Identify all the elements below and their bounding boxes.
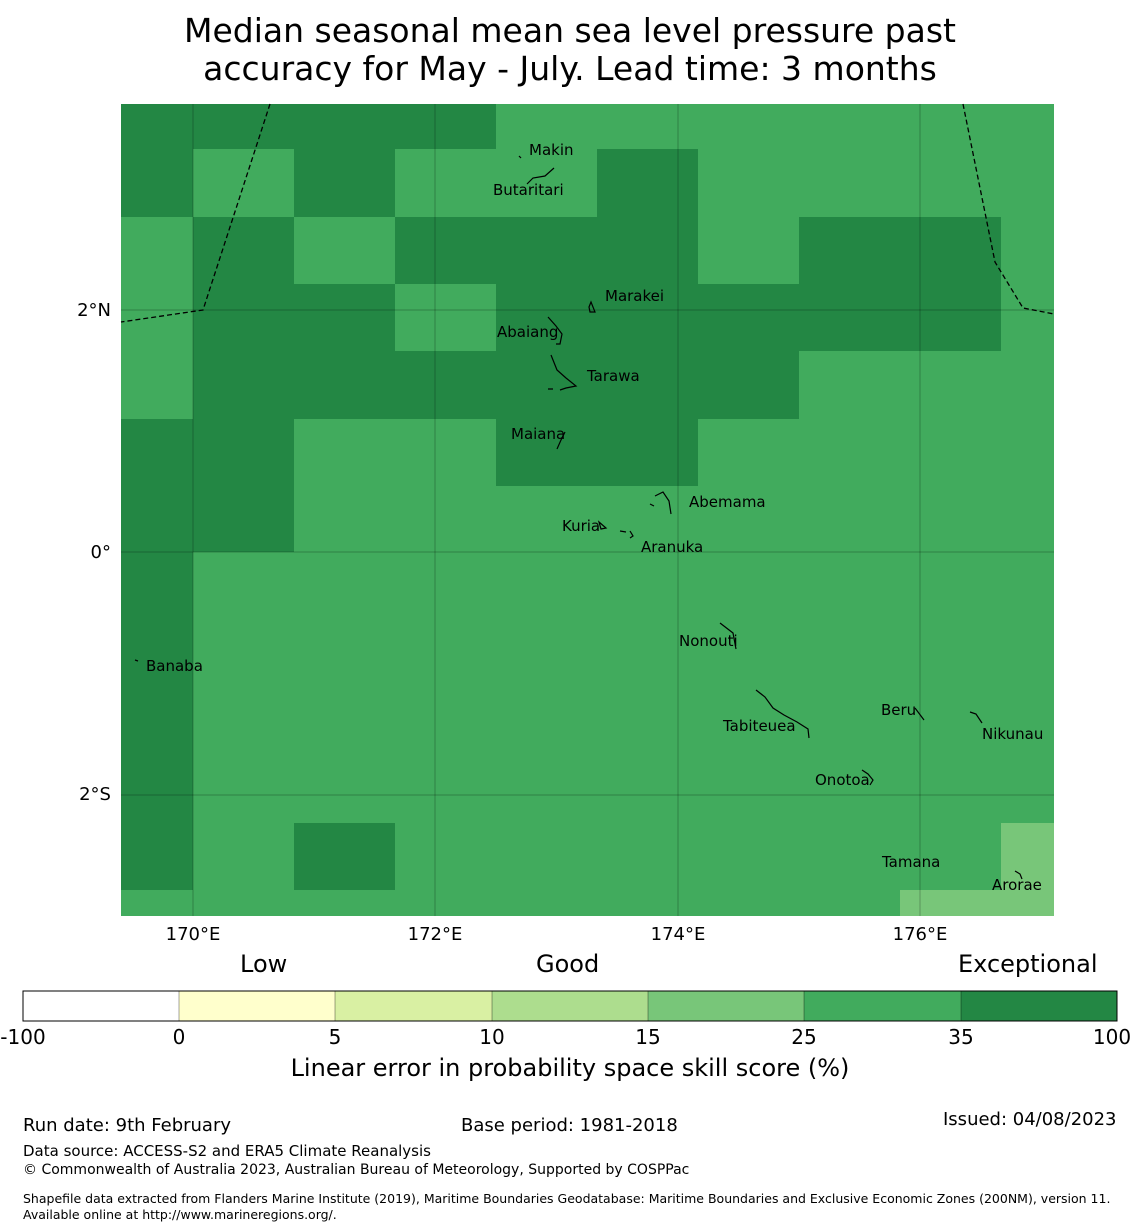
place-label: Maiana xyxy=(511,425,565,443)
colorbar-segment xyxy=(492,991,648,1021)
graticule xyxy=(121,104,1054,916)
place-label: Marakei xyxy=(605,287,664,305)
colorbar-segment xyxy=(179,991,335,1021)
base-period: Base period: 1981-2018 xyxy=(461,1115,678,1136)
grid-cell-dark xyxy=(395,217,698,284)
lon-label: 172°E xyxy=(408,924,463,945)
colorbar-segment xyxy=(23,991,179,1021)
colorbar-segment xyxy=(961,991,1117,1021)
place-label: Tarawa xyxy=(586,367,640,385)
axis-labels: 170°E 172°E 174°E 176°E 2°N 0° 2°S xyxy=(77,300,947,945)
colorbar-tick: 15 xyxy=(635,1025,661,1049)
issued-date: Issued: 04/08/2023 xyxy=(943,1109,1117,1130)
skill-grid xyxy=(121,104,1054,916)
legend-category-good: Good xyxy=(536,950,600,978)
colorbar-segment xyxy=(335,991,492,1021)
copyright: © Commonwealth of Australia 2023, Austra… xyxy=(23,1162,690,1178)
place-label: Kuria xyxy=(562,517,600,535)
grid-cell-light xyxy=(1001,823,1054,916)
colorbar-title: Linear error in probability space skill … xyxy=(290,1054,850,1082)
place-label: Butaritari xyxy=(493,181,564,199)
grid-cell-dark xyxy=(799,217,1001,284)
grid-cell-dark xyxy=(597,149,698,217)
place-label: Tamana xyxy=(881,853,940,871)
colorbar-tick: 10 xyxy=(479,1025,505,1049)
place-label: Banaba xyxy=(146,657,203,675)
place-label: Arorae xyxy=(992,876,1042,894)
grid-cell-light xyxy=(900,890,1001,916)
grid-cell-dark xyxy=(496,284,1001,351)
colorbar-tick: 0 xyxy=(172,1025,186,1049)
colorbar-tick: 5 xyxy=(328,1025,342,1049)
data-source: Data source: ACCESS-S2 and ERA5 Climate … xyxy=(23,1142,431,1160)
place-label: Beru xyxy=(881,701,916,719)
lat-label: 2°S xyxy=(79,784,111,805)
place-label: Onotoa xyxy=(815,771,870,789)
place-labels: Makin Butaritari Marakei Abaiang Tarawa … xyxy=(146,141,1043,894)
eez-boundary xyxy=(120,103,1055,323)
lon-label: 176°E xyxy=(893,924,948,945)
map-title-line-1: Median seasonal mean sea level pressure … xyxy=(184,11,956,50)
grid-cell-dark xyxy=(193,217,294,284)
colorbar-tick: 35 xyxy=(948,1025,974,1049)
grid-cell-dark xyxy=(121,149,193,217)
place-label: Nikunau xyxy=(982,725,1043,743)
grid-cell-dark xyxy=(193,284,395,351)
colorbar-segment xyxy=(648,991,804,1021)
colorbar-tick: 25 xyxy=(791,1025,817,1049)
island-outlines xyxy=(134,155,1023,880)
grid-cell-dark xyxy=(294,823,395,890)
legend-category-low: Low xyxy=(240,950,288,978)
grid-cell-dark xyxy=(496,419,698,486)
colorbar-tick: -100 xyxy=(0,1025,46,1049)
colorbar-tick: 100 xyxy=(1092,1025,1132,1049)
lat-label: 0° xyxy=(91,542,111,563)
place-label: Abemama xyxy=(689,493,766,511)
lat-label: 2°N xyxy=(77,300,111,321)
run-date: Run date: 9th February xyxy=(23,1115,232,1136)
place-label: Abaiang xyxy=(497,323,558,341)
place-label: Makin xyxy=(529,141,574,159)
legend-category-exceptional: Exceptional xyxy=(958,950,1098,978)
colorbar-frame xyxy=(22,990,1118,1022)
grid-cell-dark xyxy=(121,419,294,552)
lon-label: 170°E xyxy=(166,924,221,945)
place-label: Nonouti xyxy=(679,632,738,650)
map-title-line-2: accuracy for May - July. Lead time: 3 mo… xyxy=(203,49,937,88)
colorbar-segment xyxy=(804,991,961,1021)
grid-cell-dark xyxy=(121,104,496,149)
shapefile-credit: Shapefile data extracted from Flanders M… xyxy=(23,1191,1111,1222)
colorbar xyxy=(22,990,1118,1022)
place-label: Tabiteuea xyxy=(722,717,796,735)
grid-cell-dark xyxy=(193,351,799,419)
grid-cell-dark xyxy=(121,552,193,890)
grid-cell-dark xyxy=(294,149,395,217)
lon-label: 174°E xyxy=(651,924,706,945)
place-label: Aranuka xyxy=(641,538,703,556)
